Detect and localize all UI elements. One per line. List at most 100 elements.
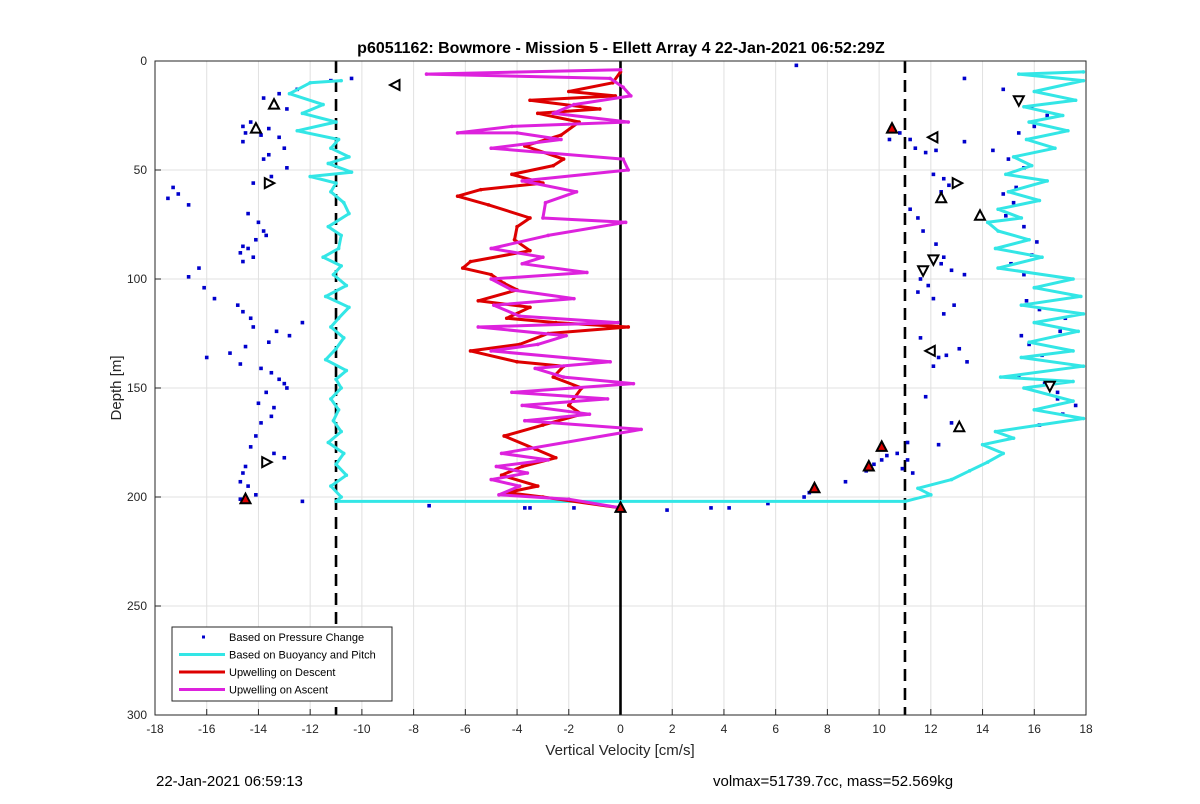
series-vertex-3 xyxy=(510,390,514,395)
series-vertex-3 xyxy=(489,246,493,251)
legend-label: Upwelling on Ascent xyxy=(229,685,328,697)
tick-labels: -18 -16 -14 -12 -10 -8 -6 -4 -2 0 2 4 6 8 10 12 14 16 18 0 5… xyxy=(127,54,1093,736)
series-vertex-1 xyxy=(1071,349,1075,353)
pressure-change-point xyxy=(254,237,258,242)
series-vertex-1 xyxy=(334,346,338,351)
pressure-change-point xyxy=(202,285,206,290)
series-vertex-1 xyxy=(336,137,341,142)
pressure-change-point xyxy=(272,405,276,410)
series-vertex-1 xyxy=(1040,255,1044,259)
series-vertex-2 xyxy=(515,360,519,364)
series-vertex-1 xyxy=(1081,312,1086,316)
pressure-change-point xyxy=(287,333,292,338)
pressure-change-point xyxy=(898,131,902,135)
series-vertex-1 xyxy=(1027,340,1031,345)
series-vertex-1 xyxy=(1079,294,1083,299)
series-vertex-1 xyxy=(1032,320,1037,325)
y-axis-label: Depth [m] xyxy=(108,355,125,420)
footer-stats: volmax=51739.7cc, mass=52.569kg xyxy=(713,773,954,790)
pressure-change-point xyxy=(916,290,920,294)
series-vertex-3 xyxy=(497,493,501,497)
series-vertex-2 xyxy=(528,248,532,253)
series-vertex-3 xyxy=(623,220,628,225)
filled-triangle-marker xyxy=(875,439,889,452)
pressure-change-point xyxy=(802,495,806,499)
pressure-change-point xyxy=(241,309,245,314)
open-triangle-marker xyxy=(926,254,941,268)
series-vertex-1 xyxy=(334,120,338,124)
series-vertex-3 xyxy=(510,124,514,129)
pressure-change-point xyxy=(349,76,354,81)
pressure-change-point xyxy=(1022,224,1026,229)
series-vertex-1 xyxy=(1022,104,1026,109)
series-vertex-1 xyxy=(1006,190,1011,194)
series-vertex-1 xyxy=(1032,408,1037,412)
series-vertex-1 xyxy=(334,377,338,382)
pressure-change-point xyxy=(277,377,281,382)
series-line-3 xyxy=(425,68,643,510)
series-vertex-3 xyxy=(520,179,525,183)
pressure-change-point xyxy=(282,455,287,460)
series-vertex-1 xyxy=(1001,451,1006,456)
x-tick-label: -12 xyxy=(301,722,319,736)
series-vertex-3 xyxy=(616,320,620,325)
series-vertex-1 xyxy=(295,128,300,133)
pressure-change-point xyxy=(248,120,253,124)
pressure-change-point xyxy=(269,174,274,179)
pressure-change-point xyxy=(905,440,910,445)
series-vertex-2 xyxy=(626,325,631,329)
y-tick-label: 150 xyxy=(127,381,147,395)
pressure-change-point xyxy=(246,211,250,216)
series-vertex-3 xyxy=(489,349,493,353)
pressure-change-point xyxy=(228,351,232,355)
pressure-change-point xyxy=(277,135,281,140)
pressure-change-point xyxy=(259,366,263,371)
series-vertex-1 xyxy=(996,266,1000,270)
series-vertex-1 xyxy=(1066,128,1070,133)
footer-timestamp: 22-Jan-2021 06:59:13 xyxy=(156,773,303,790)
pressure-change-point xyxy=(965,360,969,364)
pressure-change-point xyxy=(238,251,243,255)
series-vertex-1 xyxy=(903,499,907,504)
series-vertex-1 xyxy=(1071,379,1075,384)
series-vertex-1 xyxy=(1016,72,1021,76)
series-vertex-1 xyxy=(993,429,998,434)
pressure-change-point xyxy=(947,183,951,188)
pressure-change-point xyxy=(794,63,799,68)
pressure-change-point xyxy=(1027,342,1031,347)
series-vertex-1 xyxy=(1004,172,1008,177)
pressure-change-point xyxy=(962,76,967,81)
series-vertex-1 xyxy=(1024,137,1029,142)
pressure-change-point xyxy=(238,479,243,484)
pressure-change-point xyxy=(523,506,527,510)
pressure-change-point xyxy=(1055,390,1060,395)
x-tick-label: -2 xyxy=(563,722,574,736)
series-vertex-1 xyxy=(339,233,344,238)
series-vertex-2 xyxy=(554,455,558,460)
marker-layer xyxy=(238,78,1057,513)
series-vertex-1 xyxy=(967,469,972,473)
series-vertex-3 xyxy=(551,111,556,116)
series-vertex-3 xyxy=(574,190,579,194)
pressure-change-point xyxy=(241,139,245,144)
pressure-change-point xyxy=(665,508,669,512)
legend: Based on Pressure Change Based on Buoyanc… xyxy=(171,626,393,702)
pressure-change-point xyxy=(727,506,731,510)
pressure-change-point xyxy=(285,107,289,111)
x-tick-label: 12 xyxy=(924,722,938,736)
pressure-change-point xyxy=(1006,157,1011,161)
series-vertex-3 xyxy=(533,366,537,371)
x-tick-label: 18 xyxy=(1079,722,1093,736)
series-vertex-1 xyxy=(331,418,336,423)
series-vertex-1 xyxy=(339,386,344,390)
series-vertex-1 xyxy=(334,499,338,504)
series-vertex-2 xyxy=(528,216,532,220)
x-tick-label: -10 xyxy=(353,722,371,736)
pressure-change-point xyxy=(241,471,245,475)
series-vertex-1 xyxy=(1073,98,1078,103)
x-tick-label: 6 xyxy=(772,722,779,736)
y-tick-label: 200 xyxy=(127,490,147,504)
series-vertex-1 xyxy=(996,229,1000,233)
series-vertex-3 xyxy=(572,102,576,107)
pressure-change-point xyxy=(261,157,266,161)
